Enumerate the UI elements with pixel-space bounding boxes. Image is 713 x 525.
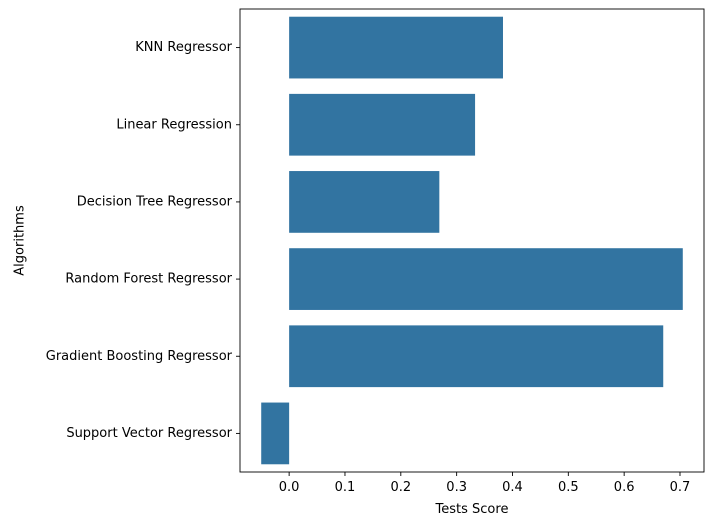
x-tick-label: 0.7 (670, 480, 691, 495)
x-tick-label: 0.6 (614, 480, 635, 495)
bar-linear-regression (289, 93, 476, 156)
plot-frame (239, 8, 705, 473)
x-tick-label: 0.5 (558, 480, 579, 495)
y-tick-label: Decision Tree Regressor (77, 194, 233, 209)
y-tick-label: Support Vector Regressor (66, 426, 232, 441)
y-axis: KNN Regressor Linear Regression Decision T… (46, 40, 240, 441)
x-tick-label: 0.0 (279, 480, 300, 495)
x-axis-label: Tests Score (435, 502, 509, 517)
x-tick-label: 0.4 (502, 480, 523, 495)
y-tick-label: Linear Regression (116, 117, 232, 132)
y-tick-label: Random Forest Regressor (65, 272, 232, 287)
x-tick-label: 0.1 (335, 480, 356, 495)
bar-support-vector-regressor (261, 402, 290, 465)
bar-random-forest-regressor (289, 248, 683, 310)
x-tick-label: 0.2 (390, 480, 411, 495)
bar-knn-regressor (289, 16, 503, 79)
bars-group (261, 16, 683, 465)
x-axis: 0.0 0.1 0.2 0.3 0.4 0.5 0.6 0.7 (279, 472, 691, 495)
bar-gradient-boosting-regressor (289, 325, 664, 388)
y-tick-label: KNN Regressor (135, 40, 232, 55)
y-axis-label: Algorithms (13, 205, 28, 276)
y-tick-label: Gradient Boosting Regressor (46, 349, 233, 364)
bar-decision-tree-regressor (289, 171, 440, 233)
x-tick-label: 0.3 (446, 480, 467, 495)
